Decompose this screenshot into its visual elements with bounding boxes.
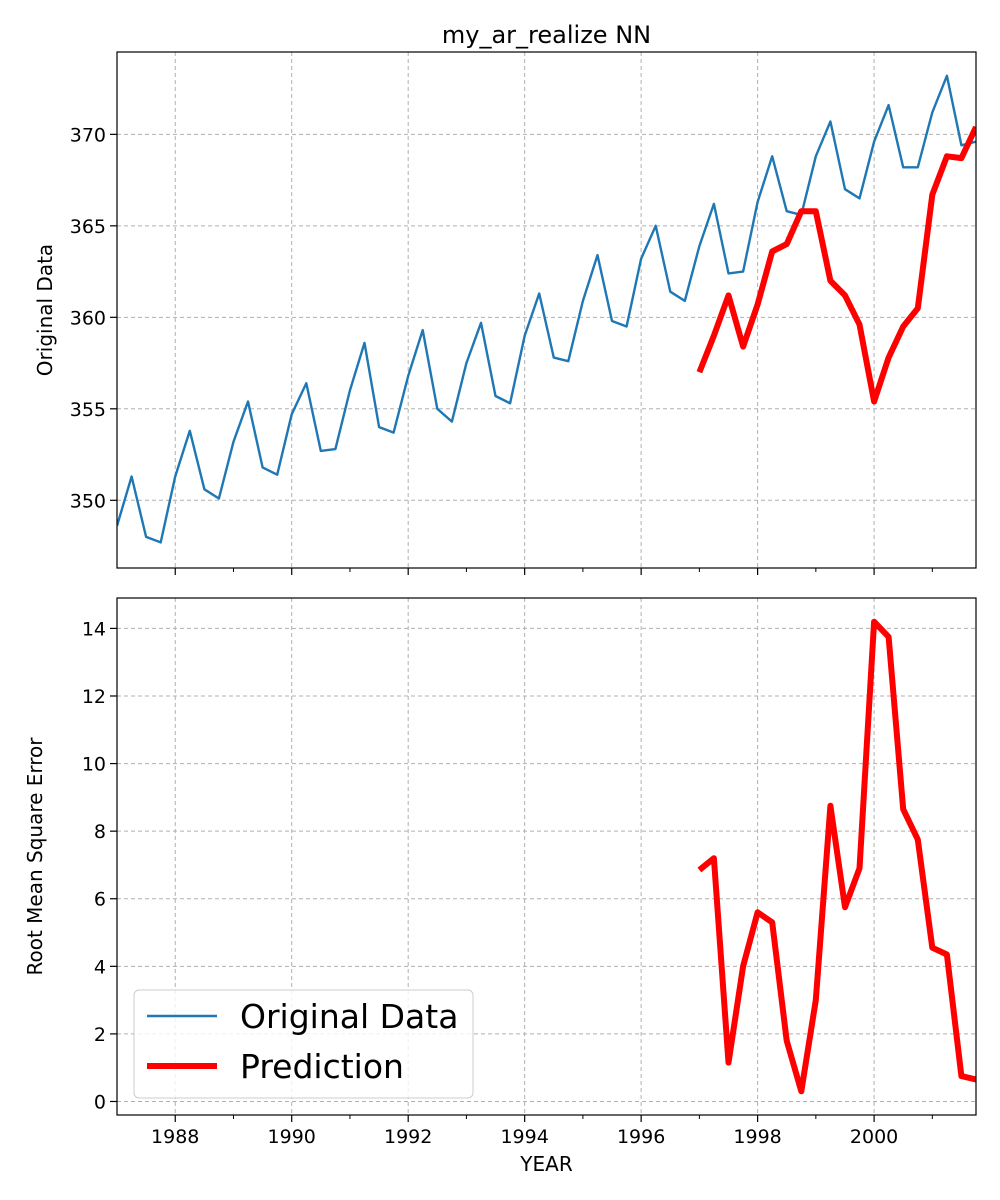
x-tick-label: 1996 [617, 1126, 665, 1148]
y-tick-label: 4 [94, 956, 106, 978]
legend-box [133, 989, 474, 1099]
x-tick-label: 1998 [733, 1126, 781, 1148]
y-tick-label: 365 [70, 216, 106, 238]
y-tick-label: 355 [70, 399, 106, 421]
y-tick-label: 360 [70, 307, 106, 329]
y-tick-label: 12 [82, 686, 106, 708]
x-tick-label: 1990 [268, 1126, 316, 1148]
y-tick-label: 350 [70, 490, 106, 512]
x-tick-label: 1988 [151, 1126, 199, 1148]
legend-label: Prediction [240, 1047, 404, 1086]
legend-label: Original Data [240, 997, 458, 1036]
y-tick-label: 10 [82, 754, 106, 776]
y-axis-label: Root Mean Square Error [23, 737, 47, 976]
x-tick-label: 1992 [384, 1126, 432, 1148]
y-tick-label: 2 [94, 1024, 106, 1046]
x-tick-label: 2000 [850, 1126, 898, 1148]
panel-1: 350 355 360 365 370 Original Data my_ar_realiz… [33, 21, 977, 575]
x-tick-label: 1994 [500, 1126, 548, 1148]
series-line-prediction [696, 125, 976, 405]
plot-frame [116, 51, 977, 569]
panel-2: 1988 1990 1992 1994 1996 1998 2000 0 2 4 6 8 10 12 14 R… [23, 597, 977, 1176]
series-line-original-data [117, 74, 976, 544]
y-tick-label: 0 [94, 1091, 106, 1113]
y-tick-label: 14 [82, 618, 106, 640]
y-tick-label: 8 [94, 821, 106, 843]
y-axis-label: Original Data [33, 244, 57, 376]
chart-title: my_ar_realize NN [442, 21, 651, 49]
series-line-prediction [697, 618, 976, 1095]
y-tick-label: 6 [94, 889, 106, 911]
legend: Original Data Prediction [133, 989, 474, 1099]
plot-frame [116, 597, 977, 1116]
y-tick-label: 370 [70, 124, 106, 146]
x-axis-label: YEAR [519, 1152, 573, 1176]
